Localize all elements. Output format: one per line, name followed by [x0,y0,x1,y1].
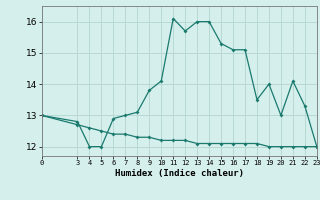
X-axis label: Humidex (Indice chaleur): Humidex (Indice chaleur) [115,169,244,178]
